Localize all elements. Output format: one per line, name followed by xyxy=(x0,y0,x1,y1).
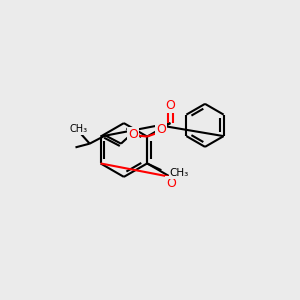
Text: O: O xyxy=(128,128,138,141)
Text: O: O xyxy=(166,177,176,190)
Text: CH₃: CH₃ xyxy=(69,124,88,134)
Text: O: O xyxy=(166,99,176,112)
Text: O: O xyxy=(156,123,166,136)
Text: CH₃: CH₃ xyxy=(169,168,189,178)
